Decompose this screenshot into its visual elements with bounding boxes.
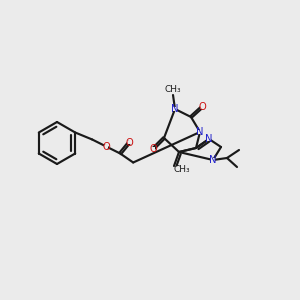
Bar [173,107,177,111]
Bar [207,137,211,141]
Bar [179,167,184,171]
Text: N: N [209,155,217,165]
Bar [104,145,108,148]
Bar [151,147,155,151]
Bar [211,158,215,162]
Text: N: N [171,104,179,114]
Bar [127,141,131,144]
Text: CH₃: CH₃ [165,85,181,94]
Text: O: O [125,137,133,148]
Text: N: N [196,127,204,137]
Bar [170,87,175,91]
Text: CH₃: CH₃ [174,164,190,173]
Bar [198,130,202,134]
Text: N: N [205,134,213,144]
Bar [200,105,204,109]
Text: O: O [198,102,206,112]
Text: O: O [102,142,110,152]
Text: O: O [149,144,157,154]
